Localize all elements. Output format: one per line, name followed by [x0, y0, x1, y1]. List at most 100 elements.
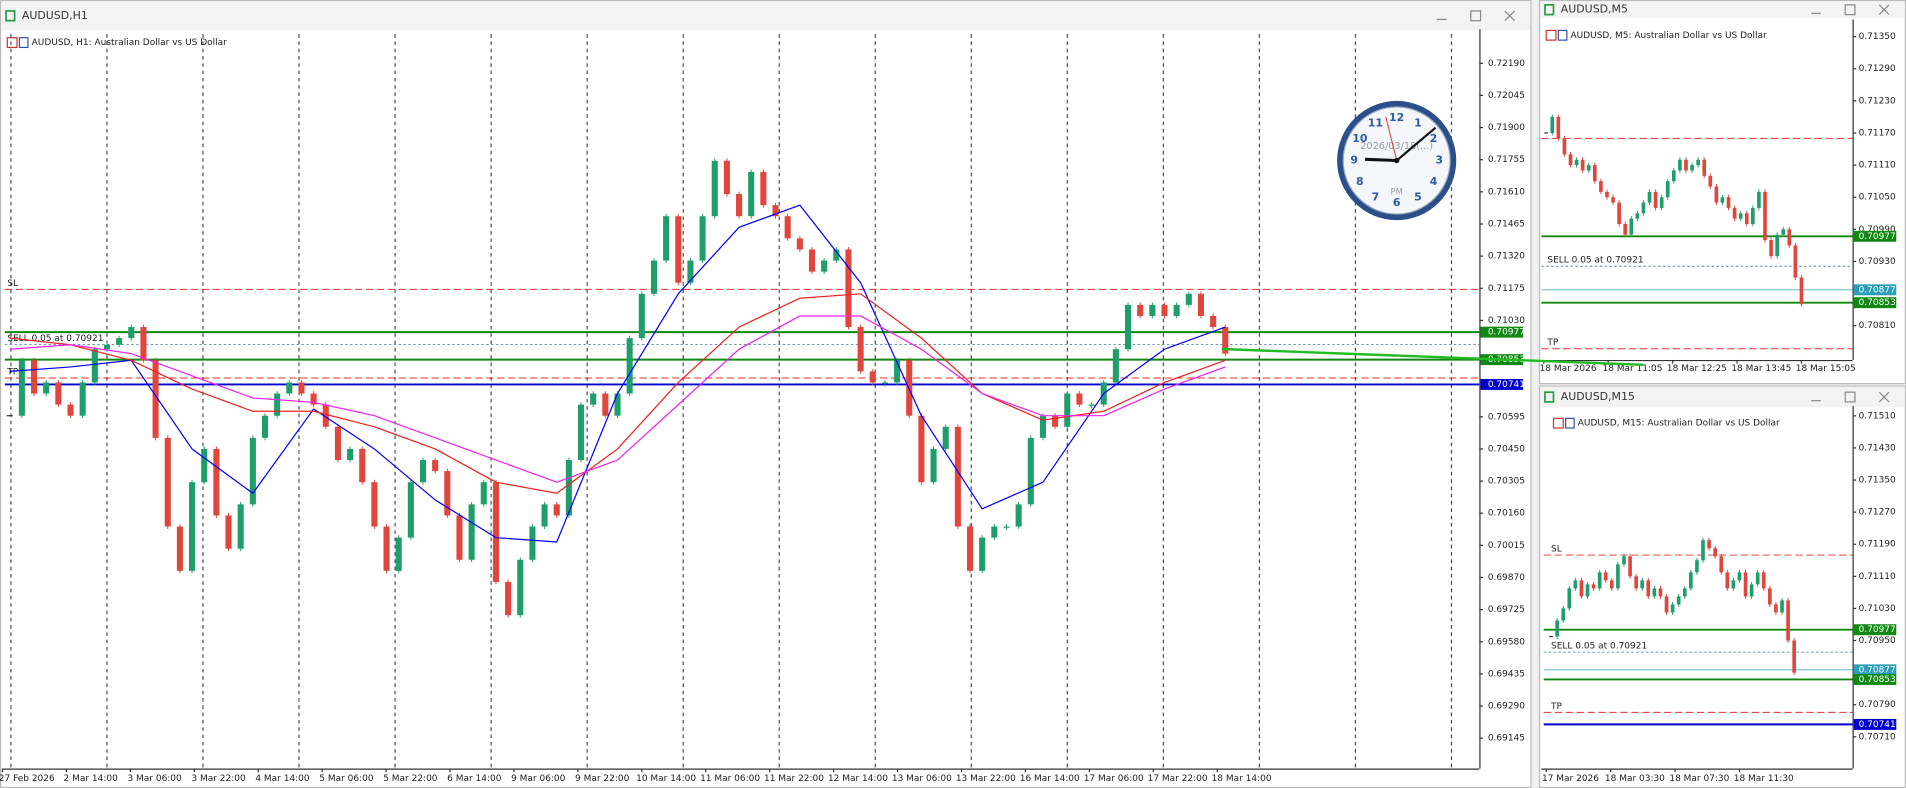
chart-window[interactable]: AUDUSD,M15 AUDUSD, M15: Australian Dollar…: [1538, 385, 1906, 788]
window-frame: [1538, 0, 1906, 385]
candle-body: [845, 249, 852, 328]
clock-date: 2026/03/18(...): [1360, 141, 1433, 152]
candle-body: [1562, 138, 1567, 155]
price-tag: [1853, 230, 1897, 242]
candle-body: [541, 504, 548, 527]
trade-level-label: SL: [7, 279, 18, 289]
chart-window[interactable]: AUDUSD,H1 AUDUSD, H1: Australian Dollar v…: [0, 0, 1532, 788]
maximize-button[interactable]: [1844, 391, 1856, 403]
candle-body: [675, 216, 682, 283]
candle-body: [857, 327, 864, 372]
close-button[interactable]: [1878, 4, 1890, 16]
time-label: 3 Mar 22:00: [191, 774, 246, 784]
candle-body: [1684, 159, 1688, 171]
candle-body: [1659, 197, 1664, 208]
candle-body: [1708, 175, 1713, 187]
candle-body: [1761, 572, 1766, 589]
price-tick-label: 0.71190: [1859, 540, 1896, 550]
window-frame: [0, 0, 1532, 788]
candle-body: [1775, 234, 1779, 257]
candle-body: [1787, 229, 1792, 246]
price-tag: [1853, 718, 1897, 730]
candle-body: [383, 526, 390, 571]
candle-body: [322, 404, 329, 427]
price-tick-label: 0.71465: [1488, 219, 1525, 229]
plot-area: AUDUSD, M15: Australian Dollar vs US Dol…: [1541, 406, 1897, 784]
moving-average: [9, 204, 1226, 543]
clock-numeral: 2: [1430, 132, 1438, 145]
candle-body: [1743, 572, 1748, 597]
candle-body: [1611, 197, 1615, 203]
time-label: 17 Mar 2026: [1542, 774, 1599, 784]
price-tick-label: 0.71110: [1859, 161, 1896, 171]
candle-body: [894, 360, 901, 383]
candle-body: [1664, 596, 1669, 613]
candle-body: [577, 404, 585, 461]
candle-body: [116, 338, 123, 345]
title-bar: [1, 1, 1531, 31]
trade-level-label: TP: [1550, 702, 1562, 712]
candle-body: [201, 448, 208, 483]
price-tick-label: 0.69435: [1488, 669, 1525, 679]
candle-body: [55, 382, 62, 405]
clock-numeral: 5: [1414, 190, 1422, 203]
candle-body: [237, 504, 244, 549]
trade-connector: [1221, 347, 1644, 367]
trade-level-label: SELL 0.05 at 0.70921: [1547, 256, 1643, 266]
candle-body: [1678, 159, 1682, 171]
candle-body: [261, 415, 269, 438]
candle-body: [1173, 304, 1180, 316]
price-tick-label: 0.70015: [1488, 541, 1525, 551]
price-tag: [1853, 673, 1897, 685]
caption-icon: [18, 37, 29, 49]
chart-window[interactable]: AUDUSD,M5 AUDUSD, M5: Australian Dollar v…: [1538, 0, 1906, 385]
candle-body: [711, 160, 718, 217]
candle-body: [1222, 327, 1229, 354]
candle-body: [1640, 580, 1645, 589]
candle-body: [1670, 604, 1675, 613]
candle-body: [1774, 604, 1778, 613]
maximize-button[interactable]: [1470, 10, 1482, 22]
time-label: 13 Mar 06:00: [892, 774, 952, 784]
candle-body: [395, 537, 402, 571]
candle-body: [1544, 132, 1549, 134]
price-tick-label: 0.69870: [1488, 573, 1525, 583]
candle-body: [1555, 620, 1559, 637]
candle-body: [492, 482, 499, 582]
time-label: 13 Mar 22:00: [956, 774, 1016, 784]
candle-body: [1714, 186, 1719, 203]
candle-body: [991, 526, 998, 538]
price-tag-label: 0.70977: [1488, 328, 1525, 338]
time-label: 18 Mar 07:30: [1669, 774, 1729, 784]
close-button[interactable]: [1504, 10, 1516, 22]
candle-body: [954, 426, 961, 527]
time-label: 11 Mar 06:00: [700, 774, 760, 784]
candle-body: [723, 160, 730, 195]
caption-icon: [6, 37, 18, 49]
candle-body: [663, 216, 670, 261]
candle-body: [1763, 191, 1767, 241]
candle-body: [249, 437, 256, 505]
candles: [6, 158, 1229, 618]
trade-level-label: SELL 0.05 at 0.70921: [7, 334, 103, 344]
candle-body: [1738, 213, 1743, 219]
time-label: 5 Mar 06:00: [319, 774, 374, 784]
candle-body: [966, 526, 974, 571]
close-button[interactable]: [1878, 391, 1890, 403]
price-tick-label: 0.71030: [1859, 604, 1896, 614]
price-tag-label: 0.70741: [1859, 720, 1896, 730]
candle-body: [1568, 154, 1573, 166]
candle-body: [1719, 556, 1724, 573]
maximize-button[interactable]: [1844, 4, 1856, 16]
candle-body: [1792, 640, 1796, 673]
candle-body: [748, 171, 755, 217]
price-tick-label: 0.71350: [1859, 32, 1896, 42]
time-label: 18 Mar 11:05: [1603, 364, 1663, 374]
candle-body: [517, 559, 524, 616]
clock-numeral: 9: [1350, 154, 1358, 167]
candle-body: [784, 216, 791, 239]
candle-body: [1573, 580, 1578, 589]
chart-caption: AUDUSD, H1: Australian Dollar vs US Doll…: [32, 38, 228, 48]
title-bar: [1540, 386, 1905, 408]
